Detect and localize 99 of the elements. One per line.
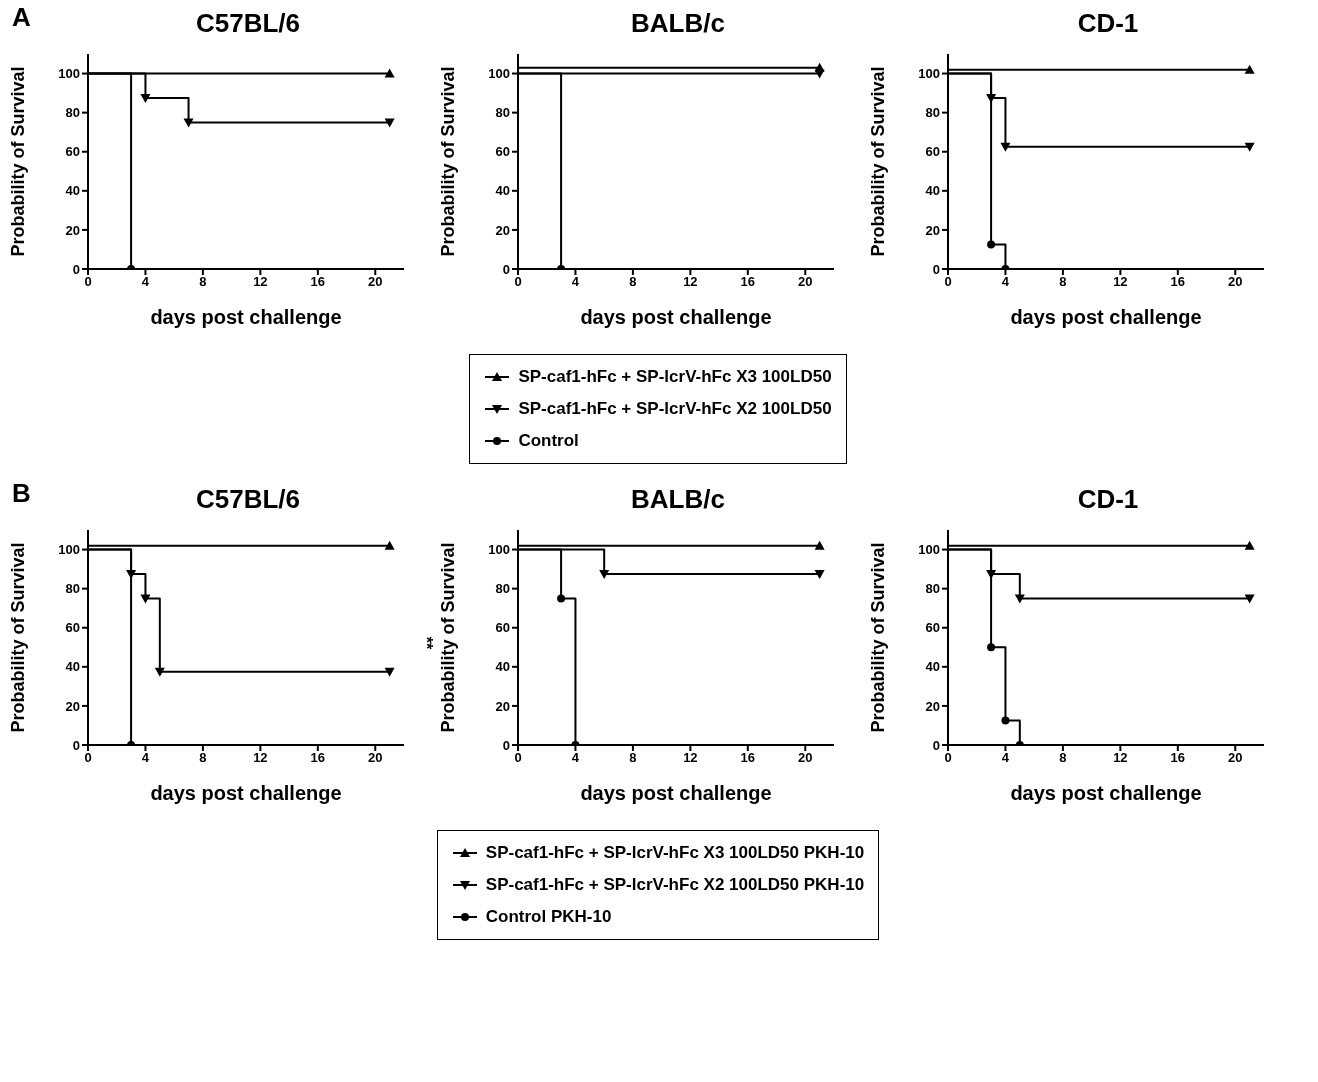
x-axis-title: days post challenge [150,782,342,804]
x-tick-label: 16 [1170,274,1186,290]
x-tick-label: 16 [740,274,756,290]
x-tick-label: 4 [1001,750,1010,766]
x-tick-label: 4 [571,274,580,290]
y-tick-label: 40 [495,183,510,199]
x-tick-label: 12 [253,274,268,290]
x-tick-label: 12 [253,750,268,766]
x-tick-label: 8 [1059,750,1067,766]
x-tick-label: 8 [199,274,207,290]
x-axis-title: days post challenge [150,306,342,328]
y-tick-label: 100 [58,542,80,558]
chart-title: BALB/c [630,8,726,40]
y-tick-label: 40 [925,659,940,675]
legend-label: SP-caf1-hFc + SP-lcrV-hFc X2 100LD50 PKH-10 [485,875,865,895]
legend-label: SP-caf1-hFc + SP-lcrV-hFc X3 100LD50 PKH-10 [485,843,865,863]
y-tick-label: 0 [72,737,80,753]
y-axis-title: Probability of Survival [8,66,29,257]
y-tick-label: 20 [65,698,80,714]
y-tick-label: 60 [495,620,510,636]
legend-label: Control [518,431,579,451]
y-tick-label: 40 [495,659,510,675]
x-tick-label: 16 [1170,750,1186,766]
x-tick-label: 20 [1228,750,1243,766]
x-tick-label: 0 [944,274,952,290]
x-tick-label: 0 [514,750,522,766]
x-tick-label: 20 [798,750,813,766]
legend-label: Control PKH-10 [485,907,612,927]
x-tick-label: 4 [141,750,150,766]
x-tick-label: 12 [683,750,698,766]
y-tick-label: 80 [495,581,510,597]
y-tick-label: 100 [918,542,940,558]
y-tick-label: 20 [495,698,510,714]
chart-title: C57BL/6 [195,8,301,38]
y-tick-label: 100 [918,66,940,82]
y-tick-label: 0 [502,261,510,277]
y-tick-label: 60 [925,144,940,160]
y-tick-label: 0 [932,737,940,753]
x-axis-title: days post challenge [580,306,772,328]
x-tick-label: 8 [629,750,637,766]
legend-label: SP-caf1-hFc + SP-lcrV-hFc X3 100LD50 [518,367,832,387]
legend-label: SP-caf1-hFc + SP-lcrV-hFc X2 100LD50 [518,399,832,419]
x-tick-label: 4 [1001,274,1010,290]
y-tick-label: 40 [65,183,80,199]
x-tick-label: 16 [310,750,326,766]
y-tick-label: 0 [72,261,80,277]
y-tick-label: 0 [932,261,940,277]
x-tick-label: 16 [310,274,326,290]
x-tick-label: 20 [368,750,383,766]
x-axis-title: days post challenge [580,782,772,804]
y-tick-label: 60 [65,144,80,160]
x-tick-label: 4 [141,274,150,290]
chart-title: C57BL/6 [195,484,301,514]
y-tick-label: 80 [65,581,80,597]
x-tick-label: 12 [1113,750,1128,766]
x-tick-label: 0 [944,750,952,766]
y-tick-label: 20 [65,222,80,238]
chart-title: CD-1 [1076,484,1140,516]
text: A [12,2,31,33]
y-axis-title: Probability of Survival [868,66,889,257]
x-tick-label: 0 [84,750,92,766]
x-tick-label: 0 [514,274,522,290]
x-tick-label: 8 [199,750,207,766]
y-tick-label: 60 [65,620,80,636]
y-axis-title: Probability of Survival [868,542,889,733]
x-tick-label: 20 [1228,274,1243,290]
x-axis-title: days post challenge [1010,782,1202,804]
y-tick-label: 60 [495,144,510,160]
text: ** [416,636,435,650]
y-axis-title: Probability of Survival [438,542,459,733]
y-tick-label: 100 [58,66,80,82]
y-tick-label: 80 [65,105,80,121]
x-axis-title: days post challenge [1010,306,1202,328]
y-tick-label: 100 [488,542,510,558]
y-tick-label: 40 [925,183,940,199]
y-tick-label: 20 [495,222,510,238]
x-tick-label: 4 [571,750,580,766]
y-tick-label: 60 [925,620,940,636]
chart-title: CD-1 [1076,8,1140,40]
x-tick-label: 8 [1059,274,1067,290]
x-tick-label: 16 [740,750,756,766]
y-tick-label: 80 [925,105,940,121]
y-tick-label: 80 [495,105,510,121]
x-tick-label: 8 [629,274,637,290]
y-tick-label: 20 [925,698,940,714]
y-tick-label: 40 [65,659,80,675]
x-tick-label: 20 [798,274,813,290]
y-tick-label: 20 [925,222,940,238]
x-tick-label: 12 [683,274,698,290]
y-axis-title: Probability of Survival [438,66,459,257]
text: B [12,478,31,509]
y-axis-title: Probability of Survival [8,542,29,733]
x-tick-label: 12 [1113,274,1128,290]
x-tick-label: 0 [84,274,92,290]
chart-title: BALB/c [630,484,726,516]
y-tick-label: 100 [488,66,510,82]
y-tick-label: 0 [502,737,510,753]
y-tick-label: 80 [925,581,940,597]
x-tick-label: 20 [368,274,383,290]
